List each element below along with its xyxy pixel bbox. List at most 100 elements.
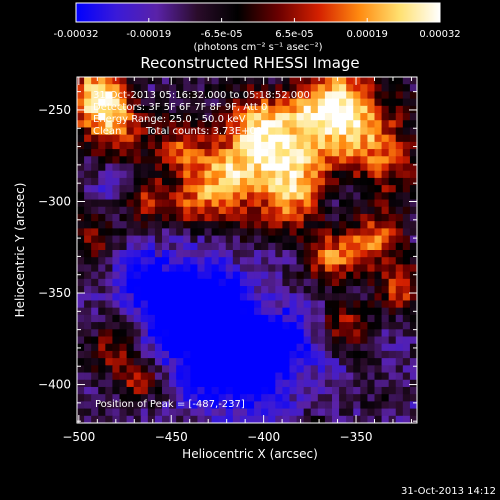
heatmap-cell <box>147 77 156 85</box>
heatmap-cell <box>232 394 241 402</box>
heatmap-cell <box>140 286 149 294</box>
heatmap-cell <box>275 322 284 330</box>
heatmap-cell <box>296 156 305 165</box>
heatmap-cell <box>317 149 326 157</box>
heatmap-cell <box>289 235 298 244</box>
heatmap-cell <box>232 314 241 323</box>
heatmap-cell <box>381 120 390 129</box>
heatmap-cell <box>197 314 206 323</box>
heatmap-cell <box>395 185 404 193</box>
heatmap-cell <box>360 98 369 107</box>
heatmap-cell <box>77 300 85 309</box>
heatmap-cell <box>324 329 333 338</box>
heatmap-cell <box>254 206 262 215</box>
heatmap-cell <box>225 156 234 165</box>
heatmap-cell <box>154 149 163 157</box>
heatmap-cell <box>190 199 199 208</box>
heatmap-cell <box>317 91 326 100</box>
heatmap-cell <box>147 372 156 381</box>
heatmap-cell <box>112 278 121 287</box>
heatmap-cell <box>162 286 170 294</box>
heatmap-cell <box>218 127 227 136</box>
heatmap-cell <box>339 286 347 294</box>
heatmap-cell <box>133 77 142 85</box>
heatmap-cell <box>374 235 383 244</box>
heatmap-cell <box>147 329 156 338</box>
heatmap-cell <box>409 250 417 258</box>
heatmap-cell <box>381 307 390 316</box>
heatmap-cell <box>218 350 227 359</box>
heatmap-cell <box>105 141 114 150</box>
heatmap-cell <box>77 199 85 208</box>
heatmap-cell <box>218 77 227 85</box>
heatmap-cell <box>211 401 220 410</box>
heatmap-cell <box>183 185 191 193</box>
heatmap-cell <box>332 307 340 316</box>
heatmap-cell <box>183 177 191 186</box>
heatmap-cell <box>261 300 269 309</box>
heatmap-cell <box>176 329 184 338</box>
heatmap-cell <box>197 365 206 374</box>
heatmap-cell <box>169 401 177 410</box>
heatmap-cell <box>381 77 390 85</box>
heatmap-cell <box>190 141 199 150</box>
heatmap-cell <box>402 300 411 309</box>
heatmap-cell <box>119 286 128 294</box>
heatmap-cell <box>310 134 319 143</box>
annotation-time-range: 31-Oct-2013 05:16:32.000 to 05:18:52.000 <box>93 90 310 101</box>
heatmap-cell <box>261 401 269 410</box>
heatmap-cell <box>275 293 284 302</box>
heatmap-cell <box>261 264 269 273</box>
heatmap-cell <box>105 192 114 201</box>
heatmap-cell <box>339 314 347 323</box>
heatmap-cell <box>232 365 241 374</box>
heatmap-cell <box>126 242 135 251</box>
heatmap-cell <box>169 300 177 309</box>
heatmap-cell <box>169 84 177 93</box>
heatmap-cell <box>169 235 177 244</box>
heatmap-cell <box>247 98 255 107</box>
heatmap-cell <box>317 98 326 107</box>
heatmap-cell <box>239 386 248 395</box>
heatmap-cell <box>317 386 326 395</box>
heatmap-cell <box>324 350 333 359</box>
heatmap-cell <box>84 98 92 107</box>
heatmap-cell <box>346 300 354 309</box>
heatmap-cell <box>381 221 390 229</box>
heatmap-cell <box>91 278 99 287</box>
heatmap-cell <box>409 228 417 237</box>
heatmap-cell <box>310 415 319 423</box>
heatmap-cell <box>197 120 206 129</box>
heatmap-cell <box>324 278 333 287</box>
heatmap-cell <box>105 242 114 251</box>
heatmap-cell <box>367 221 376 229</box>
heatmap-cell <box>367 206 376 215</box>
heatmap-cell <box>77 113 85 121</box>
heatmap-cell <box>84 77 92 85</box>
heatmap-cell <box>324 401 333 410</box>
heatmap-cell <box>332 329 340 338</box>
heatmap-cell <box>162 300 170 309</box>
heatmap-cell <box>133 177 142 186</box>
heatmap-cell <box>317 84 326 93</box>
heatmap-cell <box>218 271 227 280</box>
heatmap-cell <box>204 322 213 330</box>
heatmap-cell <box>360 206 369 215</box>
heatmap-cell <box>154 192 163 201</box>
heatmap-cell <box>296 185 305 193</box>
heatmap-cell <box>162 105 170 114</box>
heatmap-cell <box>133 84 142 93</box>
heatmap-cell <box>190 228 199 237</box>
heatmap-cell <box>91 264 99 273</box>
heatmap-cell <box>353 307 361 316</box>
heatmap-cell <box>332 271 340 280</box>
heatmap-cell <box>154 170 163 179</box>
heatmap-cell <box>197 401 206 410</box>
heatmap-cell <box>133 242 142 251</box>
heatmap-cell <box>324 120 333 129</box>
heatmap-cell <box>169 250 177 258</box>
heatmap-cell <box>232 408 241 417</box>
heatmap-cell <box>91 156 99 165</box>
heatmap-cell <box>353 149 361 157</box>
heatmap-cell <box>409 141 417 150</box>
